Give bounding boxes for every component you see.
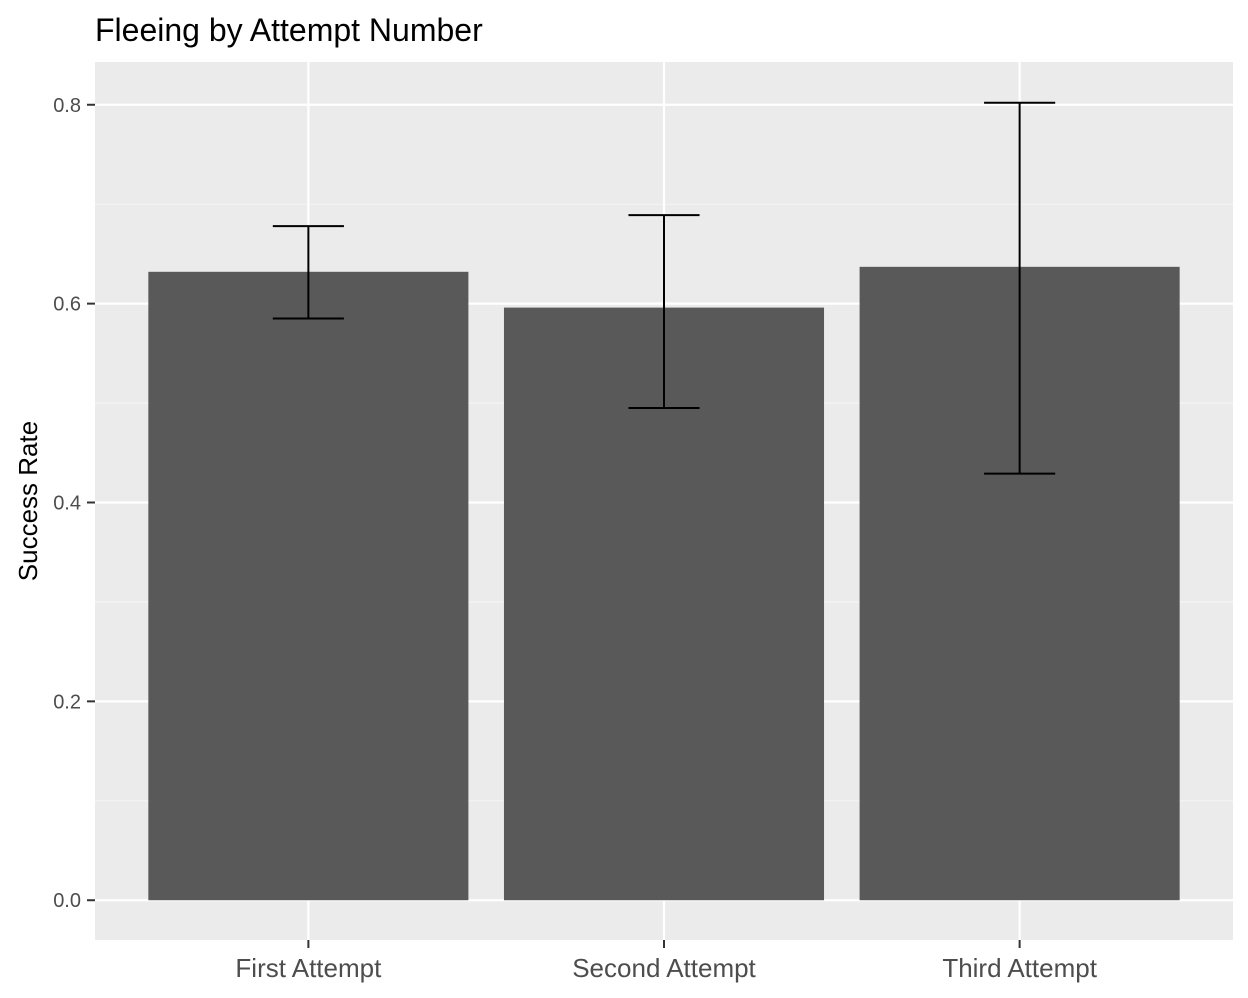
y-axis-title: Success Rate (13, 421, 43, 581)
error-bars (272, 101, 1056, 475)
x-tick-label: Second Attempt (572, 953, 756, 983)
y-tick-label: 0.4 (53, 492, 81, 514)
x-tick-label: First Attempt (235, 953, 382, 983)
y-axis: 0.0 0.2 0.4 0.6 0.8 (53, 95, 95, 912)
x-axis: First Attempt Second Attempt Third Attempt (235, 940, 1098, 983)
y-tick-label: 0.6 (53, 294, 81, 316)
y-tick-label: 0.8 (53, 95, 81, 117)
bar-first-attempt (148, 271, 469, 901)
bars (148, 266, 1180, 901)
y-tick-label: 0.2 (53, 691, 81, 713)
x-tick-label: Third Attempt (942, 953, 1097, 983)
chart-title: Fleeing by Attempt Number (95, 12, 483, 48)
error-bar-second-attempt (628, 214, 700, 410)
error-bar-third-attempt (984, 101, 1056, 475)
y-tick-label: 0.0 (53, 890, 81, 912)
error-bar-first-attempt (272, 225, 344, 320)
